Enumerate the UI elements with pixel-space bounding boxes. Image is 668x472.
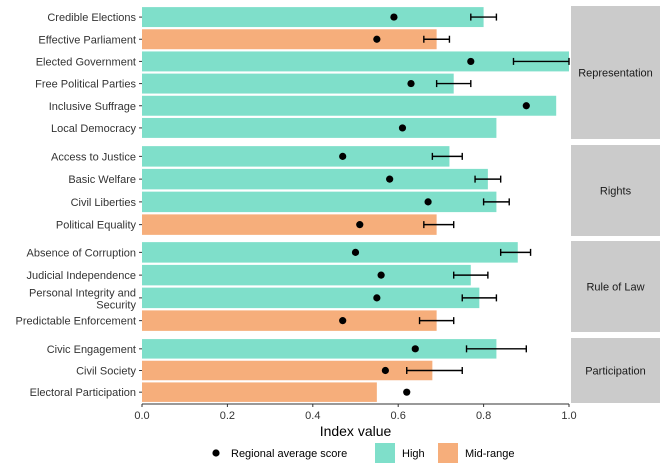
bar: [142, 339, 497, 359]
legend-label-high: High: [402, 448, 425, 460]
y-tick-label: Judicial Independence: [27, 270, 136, 282]
facet-strip: [571, 338, 660, 403]
bar: [142, 242, 518, 263]
legend-dot-key: [212, 449, 220, 457]
x-axis-title: Index value: [320, 423, 392, 439]
x-tick-label: 0.4: [305, 410, 320, 422]
y-tick-label: Electoral Participation: [30, 387, 136, 399]
average-dot: [373, 294, 381, 302]
bar: [142, 51, 569, 72]
y-tick-label: Political Equality: [56, 220, 137, 232]
x-tick-label: 0.2: [220, 410, 235, 422]
facet-strip: [571, 145, 660, 236]
bar: [142, 310, 437, 331]
facet-strip: [571, 241, 660, 332]
y-tick-label: Elected Government: [36, 56, 136, 68]
bar: [142, 168, 488, 190]
average-dot: [381, 366, 389, 375]
average-dot: [339, 317, 347, 325]
x-tick-label: 0.6: [391, 410, 406, 422]
average-dot: [403, 388, 411, 396]
bar: [142, 264, 471, 286]
y-tick-label: Credible Elections: [47, 12, 136, 24]
average-dot: [390, 13, 398, 21]
y-tick-label: Access to Justice: [51, 151, 136, 163]
legend-label-mid-range: Mid-range: [465, 448, 515, 460]
bar: [142, 287, 480, 309]
legend-key-high: [375, 443, 395, 463]
bar: [142, 214, 437, 235]
facet-label: Rights: [600, 186, 632, 198]
y-tick-label: Free Political Parties: [35, 79, 136, 91]
y-tick-label: Predictable Enforcement: [16, 316, 136, 328]
average-dot: [398, 124, 407, 132]
y-tick-label: Basic Welfare: [68, 174, 136, 186]
average-dot: [351, 248, 360, 256]
x-tick-label: 0.0: [134, 410, 149, 422]
x-tick-label: 0.8: [476, 410, 491, 422]
average-dot: [467, 57, 475, 66]
y-tick-label: Civil Society: [76, 366, 136, 378]
y-tick-label: Personal Integrity and Security: [29, 287, 137, 311]
average-dot: [411, 345, 419, 353]
legend-label-average: Regional average score: [231, 448, 347, 460]
legend-key-mid-range: [438, 443, 458, 463]
bar: [142, 73, 454, 94]
average-dot: [407, 79, 415, 88]
y-tick-label: Civil Liberties: [71, 197, 137, 209]
average-dot: [377, 271, 385, 279]
bar: [142, 7, 484, 28]
facet-label: Rule of Law: [586, 282, 644, 294]
average-dot: [386, 175, 394, 183]
y-tick-label: Effective Parliament: [38, 34, 136, 46]
bar: [142, 29, 437, 50]
bar: [142, 360, 433, 381]
average-dot: [373, 35, 381, 43]
facet-label: Representation: [578, 68, 653, 80]
average-dot: [522, 102, 530, 110]
bar: [142, 191, 497, 213]
average-dot: [424, 198, 432, 206]
bar: [142, 382, 377, 402]
bar: [142, 95, 557, 116]
facet-strip: [571, 6, 660, 139]
x-tick-label: 1.0: [561, 410, 576, 422]
y-tick-label: Inclusive Suffrage: [49, 101, 136, 113]
facet-label: Participation: [585, 366, 646, 378]
y-tick-label: Absence of Corruption: [27, 247, 136, 259]
y-tick-label: Civic Engagement: [47, 344, 136, 356]
y-tick-label: Local Democracy: [51, 123, 136, 135]
average-dot: [339, 152, 347, 160]
bar: [142, 117, 497, 138]
average-dot: [356, 221, 364, 229]
bar: [142, 146, 450, 167]
